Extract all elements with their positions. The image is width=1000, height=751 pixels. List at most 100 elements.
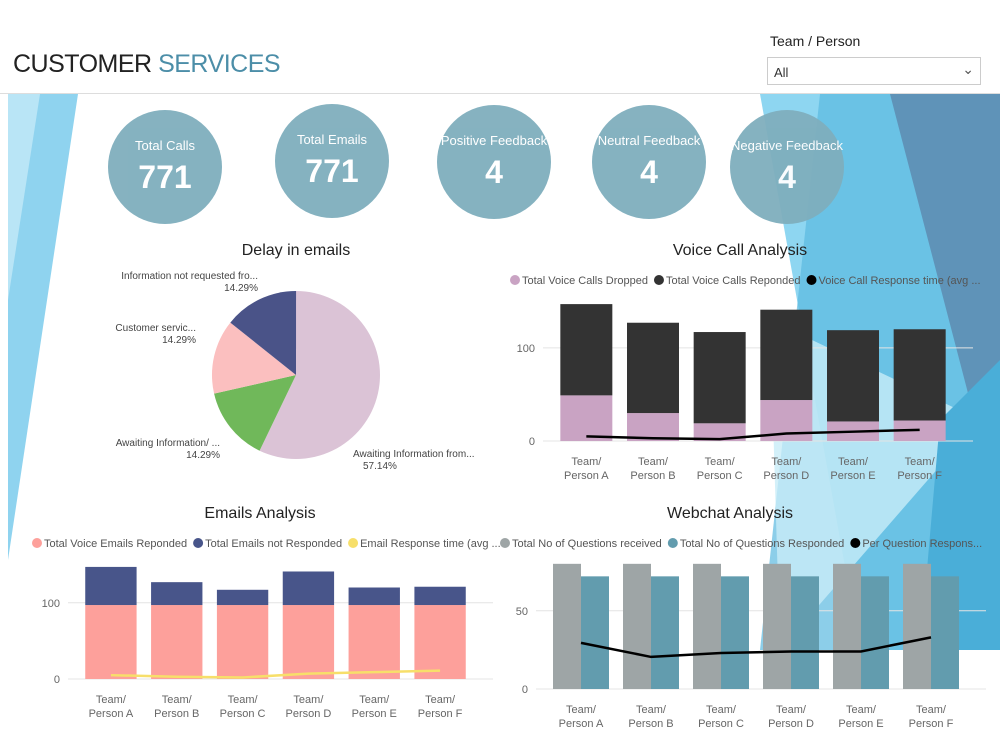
bar-segment [282,571,335,606]
bar-segment [414,586,466,606]
pie-pct: 14.29% [162,335,196,346]
y-tick-label: 100 [42,598,60,610]
chart-title-voice: Voice Call Analysis [672,242,808,259]
bar-segment [560,395,613,441]
legend-marker [500,538,510,548]
x-tick-label: Person B [630,470,675,482]
bar [651,576,679,689]
y-tick-label: 0 [522,684,528,696]
bar-segment [827,330,879,422]
x-tick-label: Person C [220,708,266,720]
legend-label: Total No of Questions Responded [680,538,845,550]
pie-label: Information not requested fro... [121,271,258,282]
bar [791,576,819,689]
slicer-label: Team / Person [770,33,861,49]
x-tick-label: Team/ [96,694,127,706]
x-tick-label: Team/ [566,704,597,716]
x-tick-label: Person A [564,470,609,482]
bar-segment [85,566,137,606]
chart-title-emails: Emails Analysis [204,505,316,522]
kpi-positive-feedback: Positive Feedback 4 [437,105,551,219]
bar [623,563,651,689]
bar-segment [627,322,679,414]
legend-marker [510,275,520,285]
bar-segment [216,589,269,606]
x-tick-label: Team/ [425,694,456,706]
bar [833,563,861,689]
legend-label: Voice Call Response time (avg ... [819,275,981,287]
pie-slice [211,322,296,394]
x-tick-label: Person D [768,718,814,730]
legend-label: Total Voice Calls Dropped [522,275,648,287]
y-tick-label: 50 [516,606,528,618]
chart-title-webchat: Webchat Analysis [667,505,793,522]
kpi-neutral-feedback: Neutral Feedback 4 [592,105,706,219]
bar-segment [85,605,137,679]
bar [693,563,721,689]
pie-label: Awaiting Information/ ... [116,438,220,449]
x-tick-label: Person B [628,718,673,730]
x-tick-label: Person F [897,470,942,482]
bar-segment [151,582,203,606]
bar-segment [348,587,400,606]
x-tick-label: Team/ [776,704,807,716]
chevron-down-icon: ⌄ [962,61,974,77]
bar-segment [151,605,203,679]
legend-label: Total Voice Emails Reponded [44,538,187,550]
legend-label: Total Emails not Responded [205,538,342,550]
bar-segment [282,605,335,679]
series-line [586,428,920,441]
bar-segment [414,605,466,679]
y-tick-label: 0 [529,436,535,448]
team-person-dropdown[interactable]: All ⌄ [767,57,981,85]
x-tick-label: Team/ [846,704,877,716]
legend-marker [667,538,678,548]
x-tick-label: Person A [89,708,134,720]
pie-slice [230,291,297,375]
x-tick-label: Team/ [705,456,736,468]
pie-label: Customer servic... [115,323,196,334]
kpi-negative-feedback: Negative Feedback 4 [730,110,844,224]
bar [553,563,581,689]
bar [721,576,749,689]
x-tick-label: Team/ [293,694,324,706]
bar-segment [348,605,400,679]
x-tick-label: Person C [698,718,744,730]
x-tick-label: Person D [763,470,809,482]
legend-label: Total Voice Calls Reponded [666,275,801,287]
x-tick-label: Person F [909,718,954,730]
pie-slice [259,291,380,459]
legend-marker [348,538,359,548]
chart-title-delay: Delay in emails [241,242,351,259]
x-tick-label: Team/ [636,704,667,716]
bar [581,576,609,689]
legend-marker [806,275,817,285]
bar [931,576,959,689]
x-tick-label: Person F [418,708,463,720]
bar-segment [560,304,613,396]
header: CUSTOMER SERVICES Team / Person All ⌄ [0,0,1000,94]
series-line [580,636,932,659]
bar-segment [760,309,813,401]
x-tick-label: Team/ [359,694,390,706]
x-tick-label: Team/ [916,704,947,716]
bar-segment [893,329,946,421]
y-tick-label: 0 [54,674,60,686]
pie-slice [214,375,296,451]
legend-label: Email Response time (avg ... [360,538,501,550]
y-tick-label: 100 [517,343,535,355]
x-tick-label: Person C [697,470,743,482]
x-tick-label: Team/ [638,456,669,468]
dropdown-value: All [774,65,789,80]
bar [861,576,889,689]
bar [763,563,791,689]
legend-label: Per Question Respons... [862,538,982,550]
x-tick-label: Team/ [905,456,936,468]
bar-segment [627,413,679,441]
x-tick-label: Person E [352,708,397,720]
legend-marker [193,538,204,548]
bar [903,563,931,689]
x-tick-label: Person E [830,470,875,482]
